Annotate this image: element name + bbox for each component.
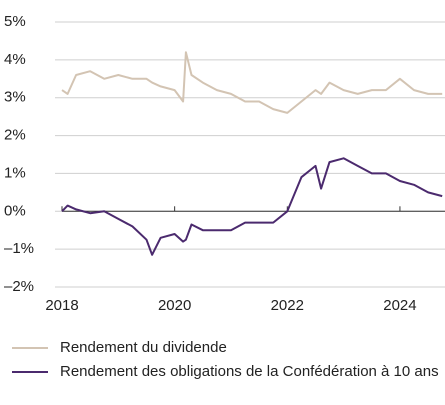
legend-swatch: [12, 347, 48, 349]
legend-label: Rendement des obligations de la Confédér…: [60, 363, 439, 380]
x-tick-label: 2022: [271, 297, 304, 314]
y-tick-label: –2%: [4, 278, 34, 295]
x-tick-label: 2024: [383, 297, 416, 314]
series-line: [61, 51, 443, 114]
y-tick-label: 1%: [4, 164, 26, 181]
series-line: [61, 157, 443, 256]
x-tick-label: 2020: [158, 297, 191, 314]
y-tick-label: 0%: [4, 202, 26, 219]
x-tick-label: 2018: [45, 297, 78, 314]
legend-swatch: [12, 371, 48, 373]
legend-label: Rendement du dividende: [60, 339, 227, 356]
y-tick-label: 3%: [4, 89, 26, 106]
y-tick-label: 2%: [4, 127, 26, 144]
y-tick-label: –1%: [4, 240, 34, 257]
legend-item: Rendement des obligations de la Confédér…: [0, 362, 445, 382]
y-tick-label: 4%: [4, 51, 26, 68]
y-tick-label: 5%: [4, 13, 26, 30]
chart: 5% 4% 3% 2% 1% 0% –1% –2% 2018 2020 2022 2024: [4, 13, 445, 314]
legend: Rendement du dividende Rendement des obli…: [0, 338, 445, 386]
legend-item: Rendement du dividende: [0, 338, 445, 358]
